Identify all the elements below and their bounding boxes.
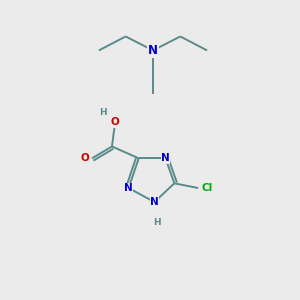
Text: O: O [111,117,119,128]
Text: N: N [150,197,159,207]
Text: Cl: Cl [202,183,213,193]
Text: N: N [124,183,133,193]
Text: H: H [99,108,106,117]
Text: H: H [153,218,160,227]
Text: O: O [81,153,90,163]
Text: N: N [161,153,170,163]
Text: N: N [148,44,158,57]
